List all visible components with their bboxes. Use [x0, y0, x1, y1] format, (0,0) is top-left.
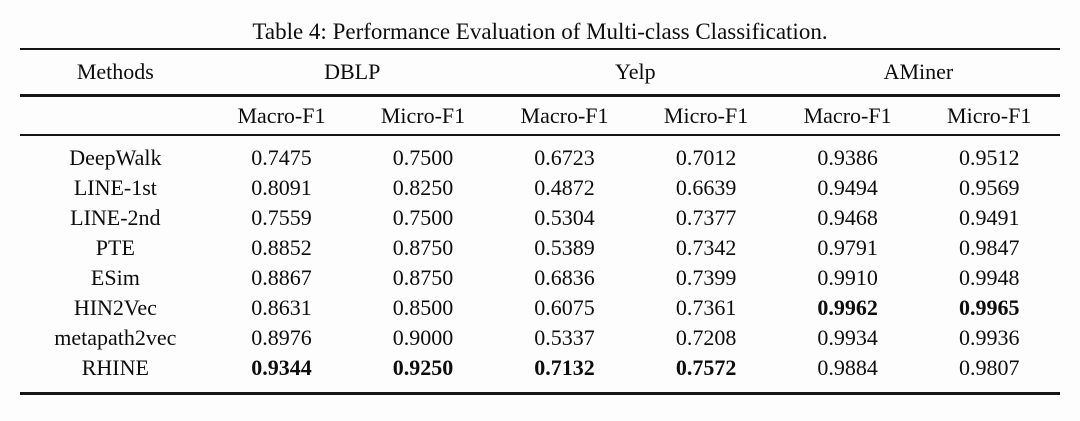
metric-cell: 0.9344: [251, 355, 312, 380]
method-cell: LINE-2nd: [70, 205, 161, 230]
metric-cell: 0.7500: [392, 205, 454, 230]
metric-cell: 0.9936: [958, 325, 1020, 350]
metric-cell: 0.9386: [817, 145, 878, 170]
metric-cell: 0.8750: [392, 235, 454, 260]
metric-cell: 0.9965: [958, 295, 1020, 320]
metric-cell: 0.4872: [534, 175, 595, 200]
metric-cell: 0.7208: [675, 325, 737, 350]
metric-cell: 0.8976: [251, 325, 312, 350]
table-row: HIN2Vec 0.8631 0.8500 0.6075 0.7361 0.99…: [20, 293, 1060, 323]
method-cell: metapath2vec: [54, 325, 177, 350]
table-row: LINE-1st 0.8091 0.8250 0.4872 0.6639 0.9…: [20, 173, 1060, 203]
metric-cell: 0.9807: [958, 355, 1020, 380]
metric-cell: 0.8750: [392, 265, 454, 290]
metric-cell: 0.9494: [817, 175, 878, 200]
metric-cell: 0.7559: [251, 205, 312, 230]
metric-cell: 0.9847: [958, 235, 1020, 260]
metric-header-row: Macro-F1 Micro-F1 Macro-F1 Micro-F1 Macr…: [20, 95, 1060, 136]
paper-table-figure: Table 4: Performance Evaluation of Multi…: [20, 0, 1060, 395]
metric-cell: 0.9250: [392, 355, 454, 380]
results-table: Methods DBLP Yelp AMiner Macro-F1 Micro-…: [20, 50, 1060, 395]
methods-column-header: Methods: [20, 50, 211, 97]
method-cell: PTE: [95, 235, 135, 260]
metric-cell: 0.6836: [534, 265, 595, 290]
metric-cell: 0.9468: [817, 205, 878, 230]
metric-cell: 0.9934: [817, 325, 878, 350]
table-caption: Table 4: Performance Evaluation of Multi…: [20, 0, 1060, 50]
metric-cell: 0.9569: [958, 175, 1020, 200]
metric-cell: 0.7342: [675, 235, 737, 260]
metric-cell: 0.7012: [675, 145, 737, 170]
metric-cell: 0.5337: [534, 325, 595, 350]
metric-header-dblp-micro-f1: Micro-F1: [352, 95, 494, 136]
table-row: LINE-2nd 0.7559 0.7500 0.5304 0.7377 0.9…: [20, 203, 1060, 233]
metric-cell: 0.8852: [251, 235, 312, 260]
method-cell: HIN2Vec: [73, 295, 157, 320]
metric-cell: 0.8631: [251, 295, 312, 320]
dataset-header-yelp: Yelp: [493, 50, 777, 97]
metric-cell: 0.9512: [958, 145, 1020, 170]
metric-cell: 0.9791: [817, 235, 878, 260]
method-cell: DeepWalk: [69, 145, 162, 170]
metric-cell: 0.9000: [392, 325, 454, 350]
metric-cell: 0.9910: [817, 265, 878, 290]
metric-cell: 0.8091: [251, 175, 312, 200]
metric-cell: 0.7399: [675, 265, 737, 290]
metric-cell: 0.6723: [534, 145, 595, 170]
table-row: DeepWalk 0.7475 0.7500 0.6723 0.7012 0.9…: [20, 135, 1060, 173]
metric-header-aminer-micro-f1: Micro-F1: [918, 95, 1060, 136]
metric-header-yelp-macro-f1: Macro-F1: [493, 95, 636, 136]
metric-cell: 0.7572: [675, 355, 737, 380]
metric-header-dblp-macro-f1: Macro-F1: [210, 95, 353, 136]
table-row: metapath2vec 0.8976 0.9000 0.5337 0.7208…: [20, 323, 1060, 353]
metric-cell: 0.7361: [675, 295, 737, 320]
metric-header-aminer-macro-f1: Macro-F1: [776, 95, 919, 136]
method-cell: RHINE: [81, 355, 149, 380]
dataset-header-dblp: DBLP: [210, 50, 494, 97]
metric-cell: 0.9884: [817, 355, 878, 380]
method-cell: LINE-1st: [73, 175, 157, 200]
metric-cell: 0.6639: [675, 175, 737, 200]
metric-cell: 0.8500: [392, 295, 454, 320]
metric-header-yelp-micro-f1: Micro-F1: [635, 95, 777, 136]
dataset-header-aminer: AMiner: [776, 50, 1060, 97]
metric-cell: 0.7475: [251, 145, 312, 170]
metric-cell: 0.7500: [392, 145, 454, 170]
metric-cell: 0.5304: [534, 205, 595, 230]
table-row: PTE 0.8852 0.8750 0.5389 0.7342 0.9791 0…: [20, 233, 1060, 263]
metric-cell: 0.9491: [958, 205, 1020, 230]
metric-cell: 0.8250: [392, 175, 454, 200]
metric-cell: 0.5389: [534, 235, 595, 260]
metric-cell: 0.7132: [534, 355, 595, 380]
table-row: RHINE 0.9344 0.9250 0.7132 0.7572 0.9884…: [20, 353, 1060, 394]
method-cell: ESim: [90, 265, 140, 290]
metric-cell: 0.6075: [534, 295, 595, 320]
metric-cell: 0.9948: [958, 265, 1020, 290]
metric-cell: 0.9962: [817, 295, 878, 320]
dataset-header-row: Methods DBLP Yelp AMiner: [20, 50, 1060, 97]
metric-cell: 0.7377: [675, 205, 737, 230]
table-row: ESim 0.8867 0.8750 0.6836 0.7399 0.9910 …: [20, 263, 1060, 293]
empty-header-cell: [20, 95, 211, 136]
metric-cell: 0.8867: [251, 265, 312, 290]
